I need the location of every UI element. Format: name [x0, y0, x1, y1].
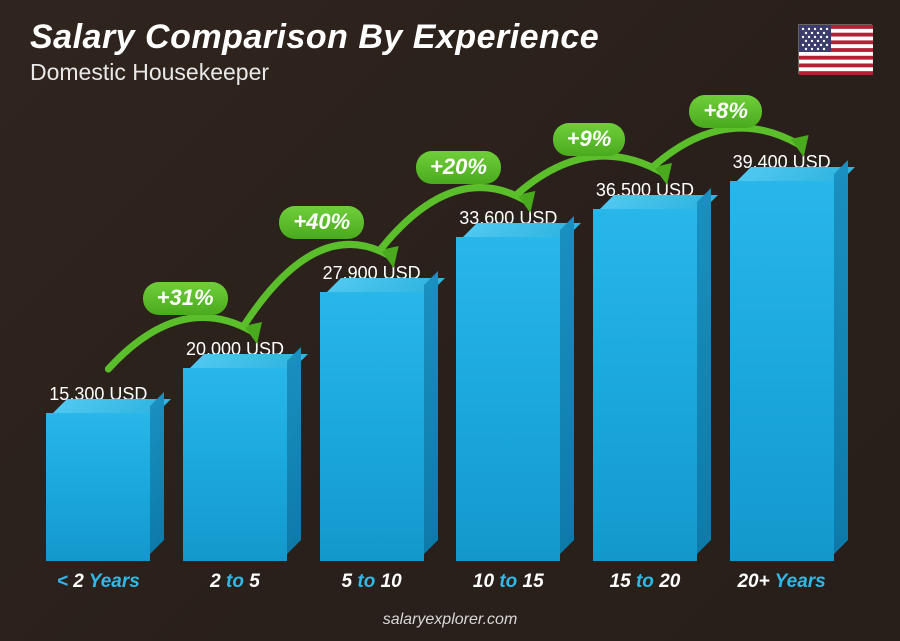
bar-category-label: 15 to 20 — [575, 571, 715, 593]
footer-attribution: salaryexplorer.com — [0, 611, 900, 629]
bar-group: 27,900 USD5 to 10 — [312, 263, 432, 561]
bar-group: 15,300 USD< 2 Years — [38, 384, 158, 561]
pct-badge: +9% — [553, 123, 626, 156]
bar — [730, 181, 834, 561]
bar-group: 20,000 USD2 to 5 — [175, 339, 295, 561]
bar-category-label: 5 to 10 — [302, 571, 442, 593]
bar-group: 36,500 USD15 to 20 — [585, 180, 705, 561]
bar-category-label: 10 to 15 — [438, 571, 578, 593]
salary-chart: 15,300 USD< 2 Years20,000 USD2 to 527,90… — [30, 83, 850, 593]
bar — [456, 237, 560, 561]
bar — [183, 368, 287, 561]
flag-icon — [798, 24, 872, 74]
bar — [320, 292, 424, 561]
page-title: Salary Comparison By Experience — [30, 18, 599, 57]
pct-badge: +8% — [689, 95, 762, 128]
bar-category-label: < 2 Years — [28, 571, 168, 593]
pct-badge: +31% — [143, 282, 228, 315]
page-subtitle: Domestic Housekeeper — [30, 59, 599, 86]
pct-badge: +40% — [279, 206, 364, 239]
bar-group: 33,600 USD10 to 15 — [448, 208, 568, 561]
bar — [593, 209, 697, 561]
bar — [46, 413, 150, 561]
header: Salary Comparison By Experience Domestic… — [30, 18, 599, 86]
pct-badge: +20% — [416, 151, 501, 184]
bar-category-label: 2 to 5 — [165, 571, 305, 593]
bar-category-label: 20+ Years — [712, 571, 852, 593]
bar-group: 39,400 USD20+ Years — [722, 152, 842, 561]
